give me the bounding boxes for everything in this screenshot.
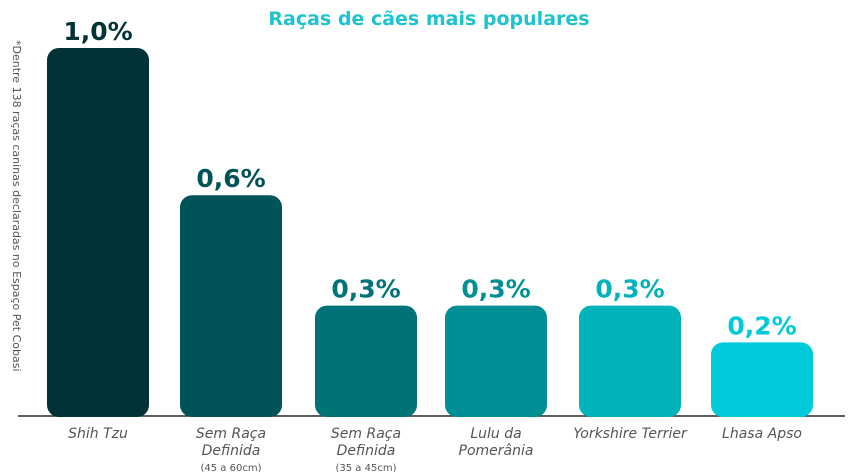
value-label-4: 0,3% — [461, 275, 530, 304]
value-label-5: 0,3% — [595, 275, 664, 304]
category-label-6-line-1: Lhasa Apso — [722, 426, 802, 442]
bar-6 — [711, 342, 813, 417]
value-label-1: 1,0% — [63, 17, 132, 46]
value-label-3: 0,3% — [331, 275, 400, 304]
value-label-6: 0,2% — [727, 311, 796, 340]
category-label-4-line-1: Lulu da — [470, 426, 521, 442]
chart-title: Raças de cães mais populares — [268, 8, 590, 30]
category-label-5-line-1: Yorkshire Terrier — [573, 426, 688, 442]
category-label-3-line-1: Sem Raça — [331, 426, 401, 442]
category-label-3-line-2: Definida — [337, 443, 396, 459]
bar-1 — [47, 48, 149, 417]
value-label-2: 0,6% — [196, 164, 265, 193]
category-label-2-line-1: Sem Raça — [196, 426, 266, 442]
category-label-4-line-2: Pomerânia — [459, 443, 534, 459]
bar-4 — [445, 305, 547, 417]
category-label-1-line-1: Shih Tzu — [68, 426, 128, 442]
bar-3 — [315, 305, 417, 417]
bar-5 — [579, 305, 681, 417]
footnote: *Dentre 138 raças caninas declaradas no … — [10, 40, 23, 372]
category-sublabel-3: (35 a 45cm) — [336, 463, 397, 472]
category-sublabel-2: (45 a 60cm) — [201, 463, 262, 472]
bar-2 — [180, 195, 282, 417]
category-label-2-line-2: Definida — [202, 443, 261, 459]
